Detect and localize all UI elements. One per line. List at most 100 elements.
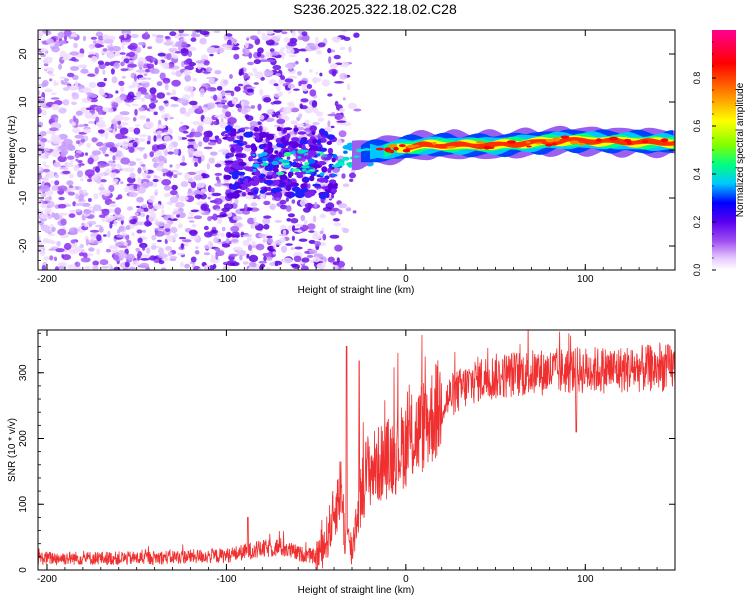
noise-speck <box>38 121 44 128</box>
signal-onset-blob <box>294 191 305 199</box>
noise-speck <box>168 47 178 53</box>
noise-speck <box>327 256 335 263</box>
noise-speck <box>138 41 147 46</box>
noise-speck <box>315 71 319 75</box>
noise-speck <box>228 253 238 257</box>
noise-speck <box>227 233 233 238</box>
noise-speck <box>276 118 286 125</box>
noise-speck <box>169 256 178 259</box>
noise-speck <box>122 34 132 40</box>
noise-speck <box>122 167 129 172</box>
spectrogram-marks <box>38 30 675 270</box>
ridge-knot <box>569 140 580 145</box>
signal-onset-blob <box>307 150 317 157</box>
noise-speck <box>239 208 245 212</box>
noise-speck <box>316 49 322 55</box>
colorbar-label: Normalized spectral amplitude <box>735 82 746 217</box>
noise-speck <box>85 238 90 246</box>
noise-speck <box>157 239 162 243</box>
noise-speck <box>242 81 249 84</box>
noise-speck <box>180 33 190 37</box>
noise-speck <box>136 205 141 209</box>
noise-speck <box>57 185 68 192</box>
noise-speck <box>89 45 93 50</box>
noise-speck <box>305 108 311 114</box>
noise-speck <box>146 174 151 179</box>
noise-speck <box>68 227 79 235</box>
noise-speck <box>44 196 53 202</box>
signal-onset-blob <box>285 191 292 198</box>
noise-speck <box>80 178 84 182</box>
noise-speck <box>119 127 129 135</box>
noise-speck <box>223 79 229 85</box>
noise-speck <box>302 207 311 213</box>
noise-speck <box>247 72 254 77</box>
noise-speck <box>54 266 60 270</box>
noise-speck <box>193 215 203 220</box>
noise-speck <box>207 240 213 248</box>
noise-speck <box>309 45 316 50</box>
noise-speck <box>146 140 151 145</box>
noise-speck <box>71 127 81 134</box>
noise-speck <box>45 154 49 159</box>
noise-speck <box>212 213 218 221</box>
noise-speck <box>134 108 138 116</box>
noise-speck <box>97 162 107 168</box>
spectrogram-y-tick-label: -10 <box>18 190 29 205</box>
noise-speck <box>287 213 295 218</box>
signal-onset-blob <box>239 178 245 183</box>
noise-speck <box>278 234 288 237</box>
noise-speck <box>336 257 340 263</box>
signal-onset-blob <box>291 186 301 192</box>
signal-onset-blob <box>309 145 319 151</box>
noise-speck <box>319 213 327 219</box>
noise-speck <box>128 192 138 198</box>
noise-speck <box>197 210 204 214</box>
noise-speck <box>74 261 81 268</box>
noise-speck <box>218 93 222 99</box>
noise-speck <box>170 226 178 233</box>
noise-speck <box>333 54 341 60</box>
signal-onset-blob <box>299 138 309 145</box>
noise-speck <box>273 83 279 87</box>
noise-speck <box>128 51 136 58</box>
signal-onset-blob <box>233 182 240 187</box>
noise-speck <box>276 34 282 39</box>
noise-speck <box>141 97 145 102</box>
noise-speck <box>127 104 131 107</box>
spectrogram-y-tick-label: 10 <box>18 96 29 108</box>
noise-speck <box>78 194 84 201</box>
noise-speck <box>113 220 117 227</box>
noise-speck <box>278 49 284 54</box>
noise-speck <box>97 129 105 134</box>
spectrogram-x-tick-label: 0 <box>403 274 409 285</box>
noise-speck <box>136 221 145 226</box>
noise-speck <box>118 80 125 86</box>
noise-speck <box>102 48 108 52</box>
noise-speck <box>61 57 68 61</box>
noise-speck <box>259 194 266 200</box>
noise-speck <box>58 133 68 140</box>
noise-speck <box>349 172 356 179</box>
noise-speck <box>46 171 56 179</box>
noise-speck <box>84 265 91 270</box>
noise-speck <box>311 77 322 83</box>
signal-onset-blob <box>232 139 243 144</box>
noise-speck <box>146 63 155 69</box>
noise-speck <box>171 79 181 87</box>
noise-speck <box>68 213 76 219</box>
ridge-knot <box>355 148 363 153</box>
noise-speck <box>159 72 166 80</box>
noise-speck <box>40 192 47 198</box>
noise-speck <box>79 243 85 249</box>
noise-speck <box>336 260 346 268</box>
signal-onset-blob <box>330 188 337 194</box>
noise-speck <box>272 251 277 255</box>
noise-speck <box>142 92 149 96</box>
noise-speck <box>343 36 351 42</box>
noise-speck <box>238 71 245 76</box>
signal-onset-blob <box>300 183 307 189</box>
noise-speck <box>91 55 98 63</box>
noise-speck <box>137 167 142 174</box>
ridge-band-layer <box>405 137 675 151</box>
